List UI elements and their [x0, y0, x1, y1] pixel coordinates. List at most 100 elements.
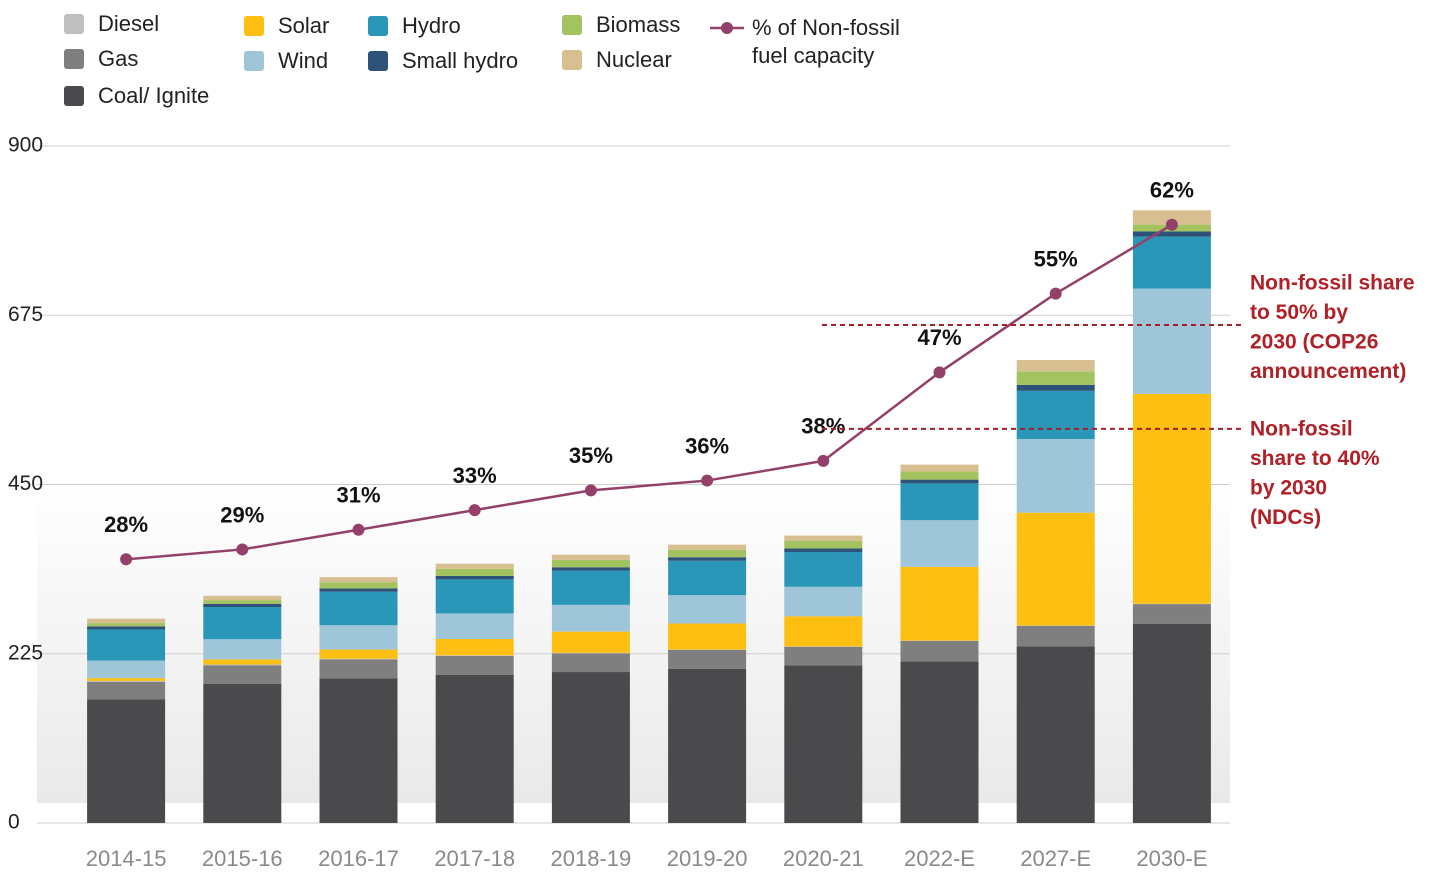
bar-segment — [1132, 210, 1211, 225]
bar-segment — [87, 618, 166, 624]
bar-segment — [900, 471, 979, 480]
bar-segment — [435, 639, 514, 656]
bar-segment — [784, 646, 863, 666]
line-point — [1049, 287, 1062, 300]
bar-segment — [1016, 625, 1095, 647]
bar-segment — [87, 680, 166, 682]
legend-item: Gas — [64, 45, 138, 73]
bar-segment — [1016, 438, 1095, 513]
bar-segment — [319, 625, 398, 650]
bar-segment — [1016, 384, 1095, 391]
bar-segment — [203, 665, 282, 684]
line-point — [817, 454, 830, 467]
line-point — [933, 366, 946, 379]
bar-segment — [551, 672, 630, 823]
bar-segment — [668, 623, 747, 650]
bar-segment — [900, 464, 979, 472]
legend-item: Small hydro — [368, 47, 518, 75]
legend-item: Wind — [244, 47, 328, 75]
bar-segment — [900, 479, 979, 484]
bar-segment — [1132, 623, 1211, 823]
bar-segment — [668, 544, 747, 550]
bar-segment — [1016, 390, 1095, 439]
y-tick-label: 450 — [8, 472, 43, 495]
legend-swatch — [244, 16, 264, 36]
annotation-text: to 50% by — [1250, 301, 1348, 324]
line-point — [352, 523, 365, 536]
line-point — [584, 484, 597, 497]
bar-segment — [203, 659, 282, 665]
annotation-text: Non-fossil — [1250, 418, 1353, 441]
y-tick-label: 0 — [8, 811, 20, 834]
bar-segment — [900, 483, 979, 521]
bar-segment — [1132, 393, 1211, 604]
bar-segment — [551, 653, 630, 673]
bar-segment — [784, 586, 863, 617]
x-tick-label: 2015-16 — [202, 846, 283, 871]
bar-segment — [1132, 231, 1211, 237]
bar-segment — [668, 560, 747, 596]
bar-segment — [87, 681, 166, 700]
bar-segment — [87, 699, 166, 823]
legend-label: Nuclear — [596, 47, 672, 72]
bar-segment — [203, 603, 282, 608]
bar-segment — [319, 659, 398, 679]
legend-label: Wind — [278, 48, 329, 73]
line-point — [468, 504, 481, 517]
data-label: 62% — [1150, 178, 1194, 203]
bar-segment — [435, 674, 514, 823]
bar-segment — [435, 575, 514, 580]
bar-segment — [319, 577, 398, 583]
data-label: 31% — [336, 483, 380, 508]
x-tick-label: 2019-20 — [667, 846, 748, 871]
y-tick-label: 675 — [8, 303, 43, 326]
bar-segment — [668, 557, 747, 561]
line — [125, 223, 1173, 561]
x-tick-label: 2017-18 — [434, 846, 515, 871]
bar-segment — [1016, 360, 1095, 372]
line-point — [701, 474, 714, 487]
bar-segment — [203, 595, 282, 601]
data-label: 38% — [801, 414, 845, 439]
bar-segment — [900, 661, 979, 823]
bar-segment — [784, 665, 863, 823]
legend-label: Coal/ Ignite — [98, 83, 210, 108]
bar-segment — [87, 626, 166, 630]
bar-segment — [551, 604, 630, 632]
data-label: 33% — [453, 463, 497, 488]
data-label: 47% — [917, 325, 961, 350]
legend-marker — [710, 22, 744, 34]
bar-segment — [203, 664, 282, 666]
bar-segment — [900, 566, 979, 641]
bar-segment — [87, 678, 166, 681]
x-tick-label: 2022-E — [904, 846, 975, 871]
bar-segment — [1132, 288, 1211, 394]
legend-label: % of Non-fossil fuel capacity — [752, 15, 900, 68]
bar-segment — [668, 649, 747, 669]
legend-label: Small hydro — [402, 48, 519, 73]
bar-segment — [900, 520, 979, 567]
legend-swatch — [562, 50, 582, 70]
bar-segment — [435, 655, 514, 656]
legend-swatch — [368, 51, 388, 71]
bar-segment — [551, 631, 630, 653]
bar-segment — [203, 639, 282, 660]
legend-item: Nuclear — [562, 46, 672, 74]
legend-swatch — [562, 15, 582, 35]
bar-segment — [319, 588, 398, 592]
line-point — [1165, 218, 1178, 231]
bar-segment — [551, 570, 630, 605]
bar-segment — [87, 629, 166, 661]
bar-segment — [319, 649, 398, 659]
annotation-text: (NDCs) — [1250, 506, 1321, 529]
bar-segment — [668, 668, 747, 823]
x-tick-label: 2027-E — [1020, 846, 1091, 871]
bar-segment — [319, 591, 398, 626]
annotation-text: by 2030 — [1250, 477, 1327, 500]
legend-item: % of Non-fossil fuel capacity — [710, 14, 922, 70]
bar-segment — [87, 660, 166, 679]
legend-item: Biomass — [562, 11, 680, 39]
bar-segment — [784, 535, 863, 541]
